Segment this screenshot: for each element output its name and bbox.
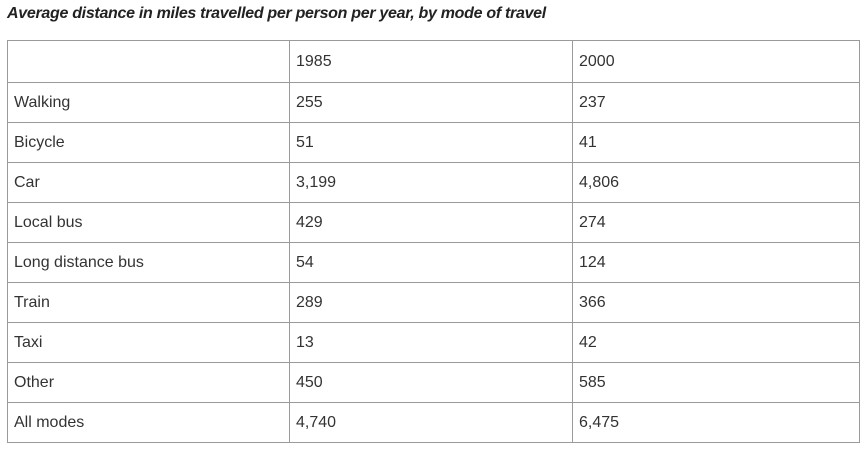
table-cell: 6,475 bbox=[572, 402, 860, 443]
table-row: Walking 255 237 bbox=[7, 82, 860, 123]
table-cell: 13 bbox=[289, 322, 573, 363]
table-cell: 585 bbox=[572, 362, 860, 403]
table-row: Local bus 429 274 bbox=[7, 202, 860, 243]
table-cell: 42 bbox=[572, 322, 860, 363]
header-cell: 2000 bbox=[572, 40, 860, 83]
table-cell: 3,199 bbox=[289, 162, 573, 203]
table-body: 1985 2000 Walking 255 237 Bicycle 51 41 Car 3,1… bbox=[7, 40, 860, 443]
table-cell: 429 bbox=[289, 202, 573, 243]
table-cell: 124 bbox=[572, 242, 860, 283]
table-cell: 366 bbox=[572, 282, 860, 323]
table-row: Other 450 585 bbox=[7, 362, 860, 403]
table-cell: 289 bbox=[289, 282, 573, 323]
header-cell: 1985 bbox=[289, 40, 573, 83]
table-cell: 237 bbox=[572, 82, 860, 123]
row-label: Car bbox=[7, 162, 290, 203]
row-label: Bicycle bbox=[7, 122, 290, 163]
table-cell: 450 bbox=[289, 362, 573, 403]
row-label: Other bbox=[7, 362, 290, 403]
table-row: Taxi 13 42 bbox=[7, 322, 860, 363]
table-row: All modes 4,740 6,475 bbox=[7, 402, 860, 443]
table-row: Car 3,199 4,806 bbox=[7, 162, 860, 203]
table-row: Train 289 366 bbox=[7, 282, 860, 323]
row-label: Walking bbox=[7, 82, 290, 123]
table-row: Long distance bus 54 124 bbox=[7, 242, 860, 283]
row-label: All modes bbox=[7, 402, 290, 443]
row-label: Local bus bbox=[7, 202, 290, 243]
data-table: 1985 2000 Walking 255 237 Bicycle 51 41 Car 3,1… bbox=[7, 40, 860, 443]
table-cell: 51 bbox=[289, 122, 573, 163]
title: Average distance in miles travelled per … bbox=[7, 5, 546, 22]
row-label: Long distance bus bbox=[7, 242, 290, 283]
table-cell: 4,806 bbox=[572, 162, 860, 203]
table-cell: 4,740 bbox=[289, 402, 573, 443]
row-label: Taxi bbox=[7, 322, 290, 363]
header-cell bbox=[7, 40, 290, 83]
table-cell: 41 bbox=[572, 122, 860, 163]
row-label: Train bbox=[7, 282, 290, 323]
table-cell: 274 bbox=[572, 202, 860, 243]
table-cell: 54 bbox=[289, 242, 573, 283]
table-cell: 255 bbox=[289, 82, 573, 123]
header-row: 1985 2000 bbox=[7, 40, 860, 83]
table-row: Bicycle 51 41 bbox=[7, 122, 860, 163]
